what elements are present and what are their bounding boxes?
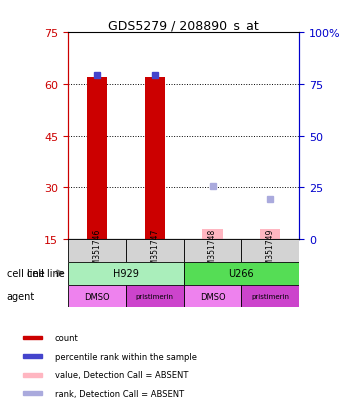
FancyBboxPatch shape: [68, 240, 126, 262]
Text: DMSO: DMSO: [84, 292, 110, 301]
FancyBboxPatch shape: [126, 285, 184, 308]
Text: GDS5279 / 208890_s_at: GDS5279 / 208890_s_at: [108, 19, 259, 31]
Text: GSM351746: GSM351746: [92, 228, 101, 274]
FancyBboxPatch shape: [184, 240, 241, 262]
FancyBboxPatch shape: [241, 285, 299, 308]
Bar: [23, 373, 42, 377]
FancyBboxPatch shape: [184, 285, 241, 308]
Text: GSM351747: GSM351747: [150, 228, 159, 274]
Bar: [87, 78, 107, 240]
Text: value, Detection Call = ABSENT: value, Detection Call = ABSENT: [54, 370, 188, 379]
FancyBboxPatch shape: [68, 262, 184, 285]
Text: GSM351749: GSM351749: [266, 228, 275, 274]
FancyBboxPatch shape: [241, 240, 299, 262]
Bar: [23, 392, 42, 395]
Text: agent: agent: [7, 291, 35, 301]
Text: GSM351748: GSM351748: [208, 228, 217, 274]
Text: cell line: cell line: [27, 268, 65, 279]
Bar: [260, 229, 280, 240]
Text: H929: H929: [113, 268, 139, 279]
FancyBboxPatch shape: [126, 240, 184, 262]
Bar: [23, 336, 42, 339]
Text: pristimerin: pristimerin: [136, 293, 174, 299]
FancyBboxPatch shape: [184, 262, 299, 285]
Bar: [23, 354, 42, 358]
Text: cell line: cell line: [7, 268, 45, 279]
Text: U266: U266: [228, 268, 254, 279]
Text: pristimerin: pristimerin: [251, 293, 289, 299]
Text: percentile rank within the sample: percentile rank within the sample: [54, 352, 197, 361]
Text: count: count: [54, 333, 78, 342]
Text: rank, Detection Call = ABSENT: rank, Detection Call = ABSENT: [54, 389, 184, 398]
Bar: [144, 78, 165, 240]
Bar: [202, 229, 223, 240]
FancyBboxPatch shape: [68, 285, 126, 308]
Text: DMSO: DMSO: [200, 292, 225, 301]
